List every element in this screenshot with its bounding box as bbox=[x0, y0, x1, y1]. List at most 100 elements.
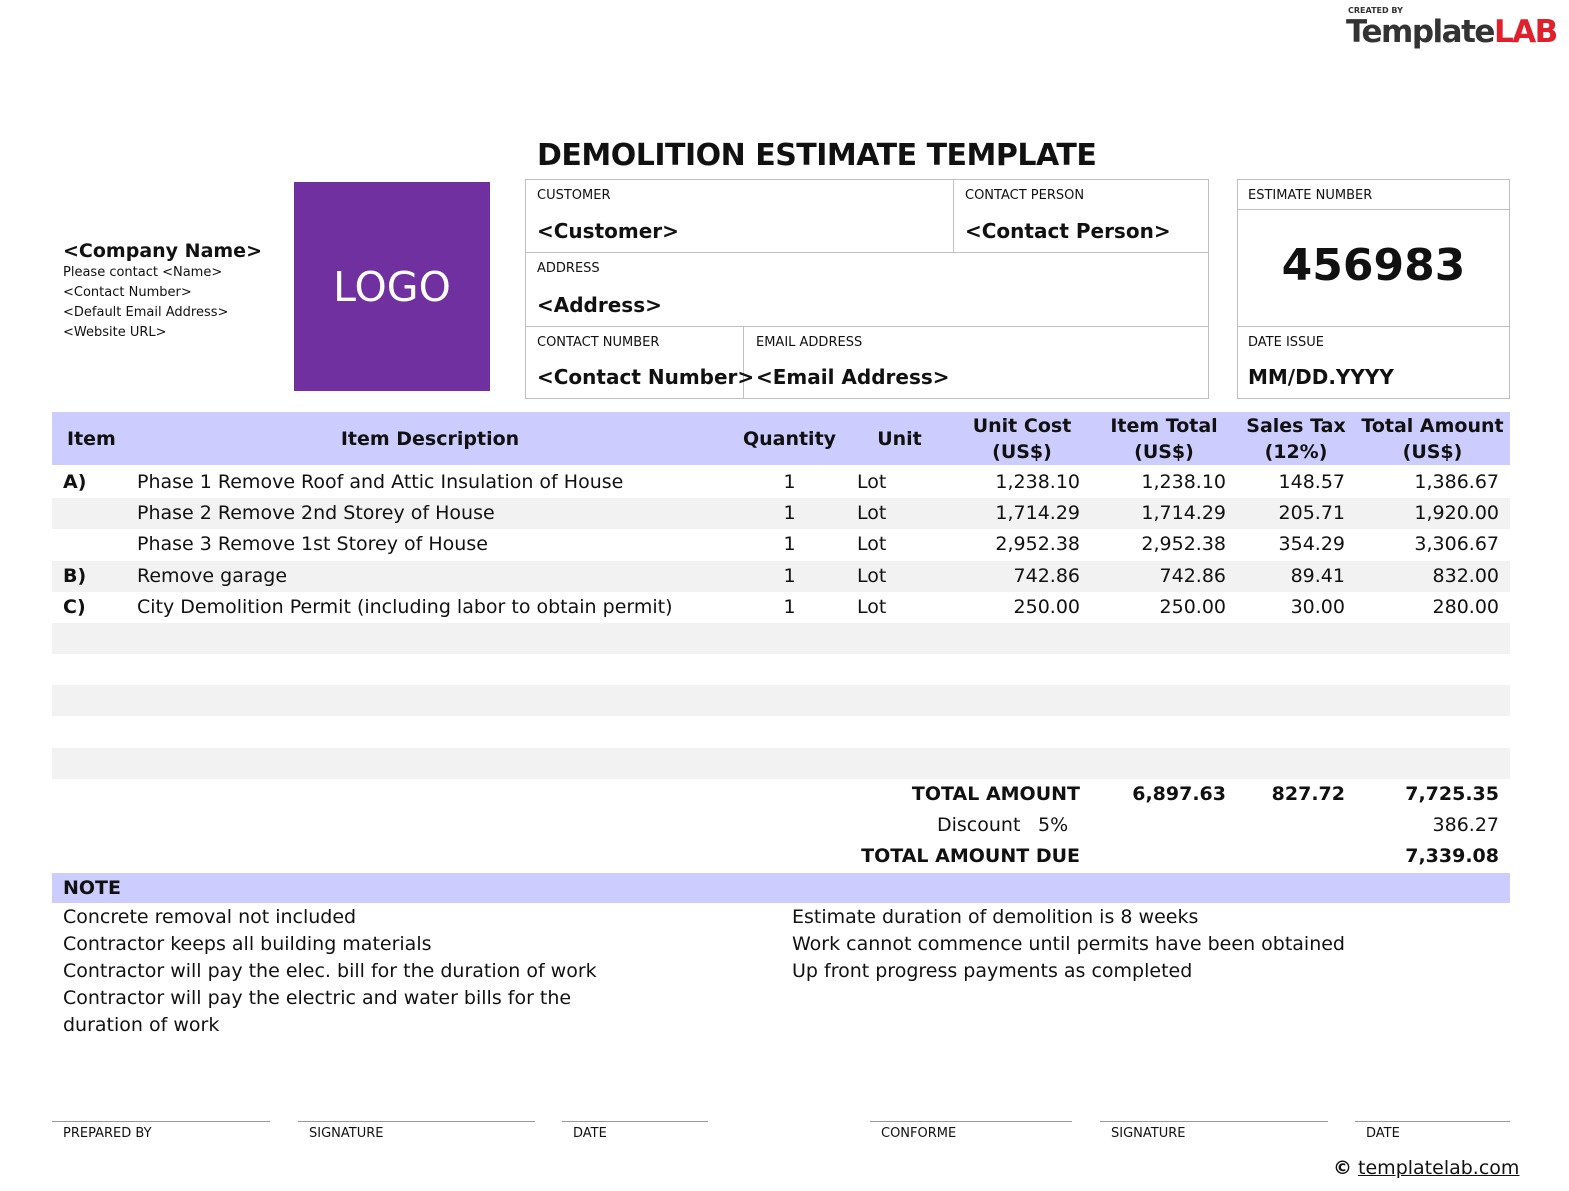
estimate-number-label: ESTIMATE NUMBER bbox=[1248, 188, 1373, 203]
col-unit-cost-l2: (US$) bbox=[992, 441, 1052, 463]
estimate-box bbox=[1237, 179, 1510, 399]
cell-unit_cost[interactable]: 1,238.10 bbox=[995, 471, 1080, 493]
cell-item[interactable]: C) bbox=[63, 596, 86, 618]
date-line[interactable]: DATE bbox=[562, 1121, 708, 1141]
cell-unit_cost[interactable]: 2,952.38 bbox=[995, 533, 1080, 555]
cell-qty[interactable]: 1 bbox=[783, 471, 796, 493]
page-title: DEMOLITION ESTIMATE TEMPLATE bbox=[537, 138, 1097, 173]
col-sales-tax-l2: (12%) bbox=[1264, 441, 1328, 463]
divider bbox=[525, 252, 1209, 253]
email-field[interactable]: <Email Address> bbox=[756, 365, 950, 389]
discount-label: Discount bbox=[937, 814, 1021, 836]
col-item-total-l2: (US$) bbox=[1134, 441, 1194, 463]
brand-name: TemplateLAB bbox=[1346, 14, 1558, 50]
table-row: A) Phase 1 Remove Roof and Attic Insulati… bbox=[52, 467, 1510, 498]
cell-unit_cost[interactable]: 250.00 bbox=[1013, 596, 1080, 618]
address-label: ADDRESS bbox=[537, 261, 600, 276]
col-sales-tax-l1: Sales Tax bbox=[1246, 415, 1346, 437]
prepared-by-line[interactable]: PREPARED BY bbox=[52, 1121, 270, 1141]
email-label: EMAIL ADDRESS bbox=[756, 335, 863, 350]
company-line: Please contact <Name> bbox=[63, 265, 223, 280]
cell-tax[interactable]: 148.57 bbox=[1278, 471, 1345, 493]
cell-tax[interactable]: 205.71 bbox=[1278, 502, 1345, 524]
notes-right: Estimate duration of demolition is 8 wee… bbox=[792, 904, 1345, 985]
cell-tax[interactable]: 89.41 bbox=[1290, 565, 1345, 587]
cell-unit_cost[interactable]: 742.86 bbox=[1013, 565, 1080, 587]
cell-item_total[interactable]: 742.86 bbox=[1159, 565, 1226, 587]
note-label: NOTE bbox=[63, 877, 121, 899]
note-item: Work cannot commence until permits have … bbox=[792, 933, 1345, 955]
empty-row bbox=[52, 748, 1510, 779]
divider bbox=[525, 326, 1209, 327]
cell-qty[interactable]: 1 bbox=[783, 596, 796, 618]
notes-left: Concrete removal not included Contractor… bbox=[63, 904, 597, 1039]
col-sales-tax: Sales Tax (12%) bbox=[1236, 413, 1356, 465]
table-row: B) Remove garage 1 Lot 742.86 742.86 89.41 832.… bbox=[52, 561, 1510, 592]
customer-label: CUSTOMER bbox=[537, 188, 611, 203]
col-total-l1: Total Amount bbox=[1361, 415, 1504, 437]
conforme-line[interactable]: CONFORME bbox=[870, 1121, 1072, 1141]
cell-total[interactable]: 1,920.00 bbox=[1414, 502, 1499, 524]
cell-desc[interactable]: Phase 1 Remove Roof and Attic Insulation… bbox=[137, 471, 624, 493]
date-line[interactable]: DATE bbox=[1355, 1121, 1510, 1141]
cell-total[interactable]: 280.00 bbox=[1432, 596, 1499, 618]
cell-unit[interactable]: Lot bbox=[857, 533, 887, 555]
cell-qty[interactable]: 1 bbox=[783, 533, 796, 555]
cell-unit[interactable]: Lot bbox=[857, 596, 887, 618]
contact-number-field[interactable]: <Contact Number> bbox=[537, 365, 755, 389]
cell-tax[interactable]: 354.29 bbox=[1278, 533, 1345, 555]
col-item: Item bbox=[67, 428, 116, 450]
empty-row bbox=[52, 654, 1510, 685]
col-quantity: Quantity bbox=[742, 428, 837, 450]
cell-qty[interactable]: 1 bbox=[783, 565, 796, 587]
cell-item_total[interactable]: 1,714.29 bbox=[1141, 502, 1226, 524]
logo-placeholder: LOGO bbox=[294, 182, 490, 391]
address-field[interactable]: <Address> bbox=[537, 293, 662, 317]
cell-unit_cost[interactable]: 1,714.29 bbox=[995, 502, 1080, 524]
cell-item_total[interactable]: 250.00 bbox=[1159, 596, 1226, 618]
contact-person-field[interactable]: <Contact Person> bbox=[965, 219, 1171, 243]
cell-desc[interactable]: Remove garage bbox=[137, 565, 288, 587]
company-name: <Company Name> bbox=[63, 240, 262, 262]
cell-total[interactable]: 3,306.67 bbox=[1414, 533, 1499, 555]
cell-tax[interactable]: 30.00 bbox=[1290, 596, 1345, 618]
cell-desc[interactable]: Phase 3 Remove 1st Storey of House bbox=[137, 533, 488, 555]
company-line: <Website URL> bbox=[63, 325, 167, 340]
cell-item_total[interactable]: 2,952.38 bbox=[1141, 533, 1226, 555]
cell-item_total[interactable]: 1,238.10 bbox=[1141, 471, 1226, 493]
footer-link[interactable]: templatelab.com bbox=[1358, 1157, 1520, 1179]
note-item: Contractor keeps all building materials bbox=[63, 933, 432, 955]
contact-number-label: CONTACT NUMBER bbox=[537, 335, 660, 350]
cell-total[interactable]: 1,386.67 bbox=[1414, 471, 1499, 493]
total-due: 7,339.08 bbox=[1405, 845, 1499, 867]
cell-item[interactable]: A) bbox=[63, 471, 87, 493]
table-row: C) City Demolition Permit (including labo… bbox=[52, 592, 1510, 623]
signature-line[interactable]: SIGNATURE bbox=[298, 1121, 535, 1141]
col-total: Total Amount (US$) bbox=[1360, 413, 1505, 465]
customer-field[interactable]: <Customer> bbox=[537, 219, 679, 243]
date-issue-field[interactable]: MM/DD.YYYY bbox=[1248, 365, 1394, 389]
cell-unit[interactable]: Lot bbox=[857, 565, 887, 587]
discount-amount: 386.27 bbox=[1432, 814, 1499, 836]
note-item: Contractor will pay the elec. bill for t… bbox=[63, 960, 597, 982]
estimate-number[interactable]: 456983 bbox=[1281, 240, 1466, 291]
company-line: <Default Email Address> bbox=[63, 305, 229, 320]
table-row: Phase 3 Remove 1st Storey of House 1 Lot 2,… bbox=[52, 529, 1510, 560]
cell-total[interactable]: 832.00 bbox=[1432, 565, 1499, 587]
created-by-text: CREATED BY bbox=[1348, 6, 1403, 15]
copyright-icon: © bbox=[1333, 1157, 1352, 1179]
divider bbox=[743, 326, 744, 399]
signature-line[interactable]: SIGNATURE bbox=[1100, 1121, 1328, 1141]
cell-desc[interactable]: Phase 2 Remove 2nd Storey of House bbox=[137, 502, 495, 524]
cell-qty[interactable]: 1 bbox=[783, 502, 796, 524]
company-line: <Contact Number> bbox=[63, 285, 192, 300]
note-item: Up front progress payments as completed bbox=[792, 960, 1193, 982]
cell-item[interactable]: B) bbox=[63, 565, 87, 587]
col-total-l2: (US$) bbox=[1402, 441, 1463, 463]
cell-unit[interactable]: Lot bbox=[857, 471, 887, 493]
discount-percent[interactable]: 5% bbox=[1038, 814, 1069, 836]
cell-desc[interactable]: City Demolition Permit (including labor … bbox=[137, 596, 673, 618]
cell-unit[interactable]: Lot bbox=[857, 502, 887, 524]
company-info: <Company Name> Please contact <Name> <Co… bbox=[63, 239, 262, 343]
